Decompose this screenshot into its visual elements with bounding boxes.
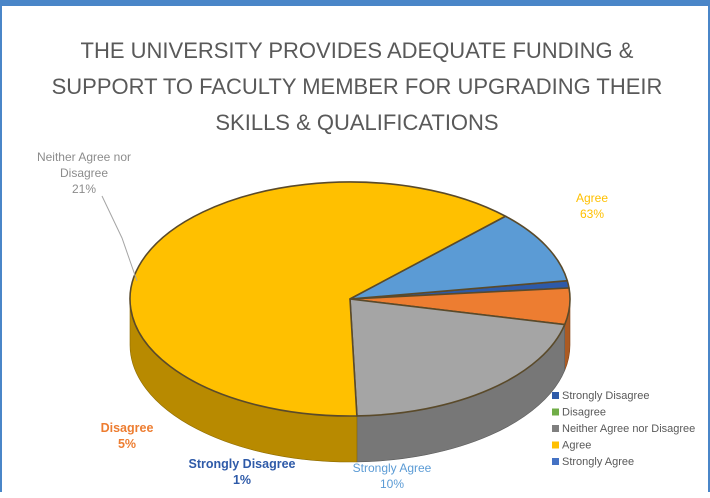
data-label-name: Agree — [576, 191, 608, 205]
legend-item-neither-agree-nor-disagree: Neither Agree nor Disagree — [552, 423, 695, 435]
data-label-strongly-disagree: Strongly Disagree 1% — [189, 457, 296, 487]
chart-title-line-3: SKILLS & QUALIFICATIONS — [215, 110, 498, 135]
data-label-name: Disagree — [60, 166, 108, 180]
legend-swatch — [552, 441, 559, 449]
data-label-neither-agree-nor-disagree: Neither Agree nor Disagree 21% — [37, 150, 131, 196]
data-label-value: 1% — [233, 473, 251, 487]
data-label-name: Disagree — [101, 421, 154, 435]
chart-title-line-2: SUPPORT TO FACULTY MEMBER FOR UPGRADING … — [52, 74, 663, 99]
data-label-value: 5% — [118, 437, 136, 451]
data-label-disagree: Disagree 5% — [101, 421, 154, 451]
legend-label: Strongly Agree — [562, 456, 634, 468]
data-labels: Strongly Disagree 1% Disagree 5% Neither Agr… — [37, 150, 608, 491]
data-label-value: 63% — [580, 207, 604, 221]
data-label-name: Strongly Agree — [353, 461, 432, 475]
legend-swatch — [552, 458, 559, 465]
pie-slice-strongly-agree — [349, 215, 569, 300]
data-label-name: Neither Agree nor — [37, 150, 131, 164]
legend-label: Neither Agree nor Disagree — [562, 423, 695, 435]
legend-item-agree: Agree — [552, 440, 591, 452]
pie-slice-neither-agree-nor-disagree — [349, 298, 566, 417]
pie-slice-agree — [129, 181, 507, 417]
legend-label: Strongly Disagree — [562, 390, 649, 402]
legend-swatch — [552, 408, 559, 416]
legend-item-strongly-agree: Strongly Agree — [552, 456, 634, 468]
pie-chart: THE UNIVERSITY PROVIDES ADEQUATE FUNDING… — [37, 38, 695, 491]
data-label-strongly-agree: Strongly Agree 10% — [353, 461, 432, 491]
legend-item-strongly-disagree: Strongly Disagree — [552, 390, 649, 402]
data-label-name: Strongly Disagree — [189, 457, 296, 471]
legend-item-disagree: Disagree — [552, 407, 606, 419]
legend-label: Disagree — [562, 407, 606, 419]
legend-swatch — [552, 392, 559, 399]
leader-line-neither — [101, 195, 138, 282]
chart-legend: Strongly Disagree Disagree Neither Agree n… — [552, 390, 695, 468]
pie-top-faces — [129, 181, 571, 417]
chart-title-line-1: THE UNIVERSITY PROVIDES ADEQUATE FUNDING… — [81, 38, 634, 63]
pie-plot-area — [129, 181, 571, 463]
data-label-value: 10% — [380, 477, 404, 491]
data-label-value: 21% — [72, 182, 96, 196]
data-label-agree: Agree 63% — [576, 191, 608, 221]
legend-swatch — [552, 425, 559, 432]
chart-title: THE UNIVERSITY PROVIDES ADEQUATE FUNDING… — [52, 38, 663, 135]
legend-label: Agree — [562, 440, 591, 452]
